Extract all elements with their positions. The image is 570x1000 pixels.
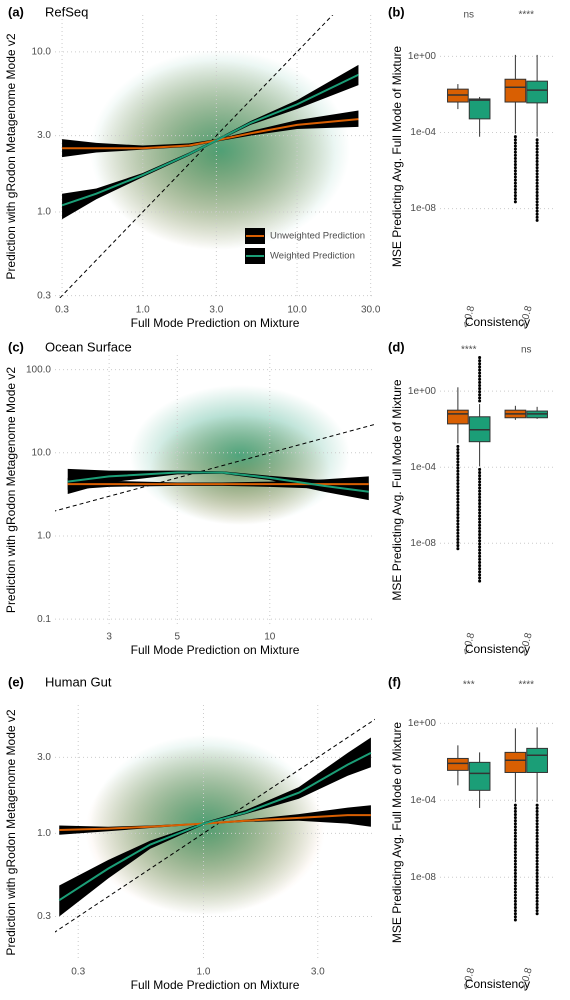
- x-tick-label: 10.0: [287, 305, 307, 316]
- cloud: [90, 50, 350, 250]
- significance: ns: [463, 10, 474, 21]
- significance: ns: [521, 345, 532, 356]
- y-tick-label: 3.0: [37, 130, 51, 141]
- significance: ****: [461, 345, 477, 356]
- panel-label: (a): [8, 4, 24, 19]
- box: [526, 80, 548, 104]
- x-axis-label: Consistency: [465, 642, 530, 656]
- x-tick-label: 3: [106, 632, 112, 643]
- legend-label: Weighted Prediction: [270, 251, 355, 262]
- y-tick-label: 1e+00: [408, 718, 437, 729]
- x-tick-label: 5: [174, 632, 180, 643]
- box: [468, 761, 491, 791]
- y-axis-label: MSE Predicting Avg. Full Mode of Mixture: [390, 722, 404, 944]
- y-tick-label: 0.3: [37, 911, 51, 922]
- y-tick-label: 1e-04: [410, 462, 436, 473]
- y-tick-label: 1e-04: [410, 127, 436, 138]
- y-tick-label: 10.0: [32, 447, 52, 458]
- y-axis-label: Prediction with gRodon Metagenome Mode v…: [4, 33, 18, 279]
- panel-label: (e): [8, 674, 24, 689]
- x-axis-label: Full Mode Prediction on Mixture: [131, 316, 300, 330]
- y-tick-label: 1e-08: [410, 872, 436, 883]
- x-axis-label: Full Mode Prediction on Mixture: [131, 978, 300, 992]
- y-tick-label: 1.0: [37, 207, 51, 218]
- y-axis-label: Prediction with gRodon Metagenome Mode v…: [4, 709, 18, 955]
- box: [468, 98, 491, 120]
- fit-line: [61, 73, 359, 207]
- box: [504, 751, 527, 773]
- x-tick-label: 1.0: [197, 967, 211, 978]
- x-tick-label: 10: [264, 632, 276, 643]
- fit-line: [62, 118, 359, 150]
- fit-line: [58, 752, 372, 902]
- panel-title: RefSeq: [45, 4, 88, 19]
- y-tick-label: 100.0: [26, 364, 51, 375]
- y-axis-label: Prediction with gRodon Metagenome Mode v…: [4, 367, 18, 613]
- significance: ***: [463, 680, 475, 691]
- y-tick-label: 1e-08: [410, 538, 436, 549]
- legend-label: Unweighted Prediction: [270, 231, 365, 242]
- x-tick-label: 0.3: [71, 967, 85, 978]
- point-clouds: [85, 50, 350, 915]
- cloud: [130, 385, 350, 525]
- panel-title: Human Gut: [45, 674, 112, 689]
- y-tick-label: 1.0: [37, 531, 51, 542]
- x-tick-label: 0.3: [55, 305, 69, 316]
- x-tick-label: 30.0: [361, 305, 381, 316]
- y-tick-label: 0.1: [37, 614, 51, 625]
- x-tick-label: 1.0: [136, 305, 150, 316]
- box: [526, 747, 548, 773]
- y-tick-label: 1e-08: [410, 203, 436, 214]
- panel-label: (f): [388, 674, 401, 689]
- y-tick-label: 1e+00: [408, 386, 437, 397]
- box: [447, 409, 469, 425]
- box: [447, 757, 469, 771]
- y-tick-label: 10.0: [32, 47, 52, 58]
- y-axis-label: MSE Predicting Avg. Full Mode of Mixture: [390, 46, 404, 268]
- panel-label: (c): [8, 339, 24, 354]
- panel-label: (b): [388, 4, 405, 19]
- x-tick-label: 3.0: [209, 305, 223, 316]
- panel-label: (d): [388, 339, 405, 354]
- fit-line: [59, 814, 371, 831]
- confidence-band: [62, 110, 359, 158]
- significance: ****: [518, 680, 534, 691]
- panel-title: Ocean Surface: [45, 339, 132, 354]
- x-tick-label: 3.0: [311, 967, 325, 978]
- confidence-band: [67, 468, 369, 501]
- y-tick-label: 1e+00: [408, 51, 437, 62]
- y-tick-label: 1.0: [37, 828, 51, 839]
- box: [504, 78, 527, 103]
- y-axis-label: MSE Predicting Avg. Full Mode of Mixture: [390, 379, 404, 601]
- cloud: [90, 735, 320, 915]
- y-tick-label: 1e-04: [410, 795, 436, 806]
- x-axis-label: Consistency: [465, 315, 530, 329]
- significance: ****: [518, 10, 534, 21]
- y-tick-label: 0.3: [37, 290, 51, 301]
- y-tick-label: 3.0: [37, 752, 51, 763]
- fit-line: [67, 471, 369, 493]
- x-axis-label: Consistency: [465, 977, 530, 991]
- x-axis-label: Full Mode Prediction on Mixture: [131, 643, 300, 657]
